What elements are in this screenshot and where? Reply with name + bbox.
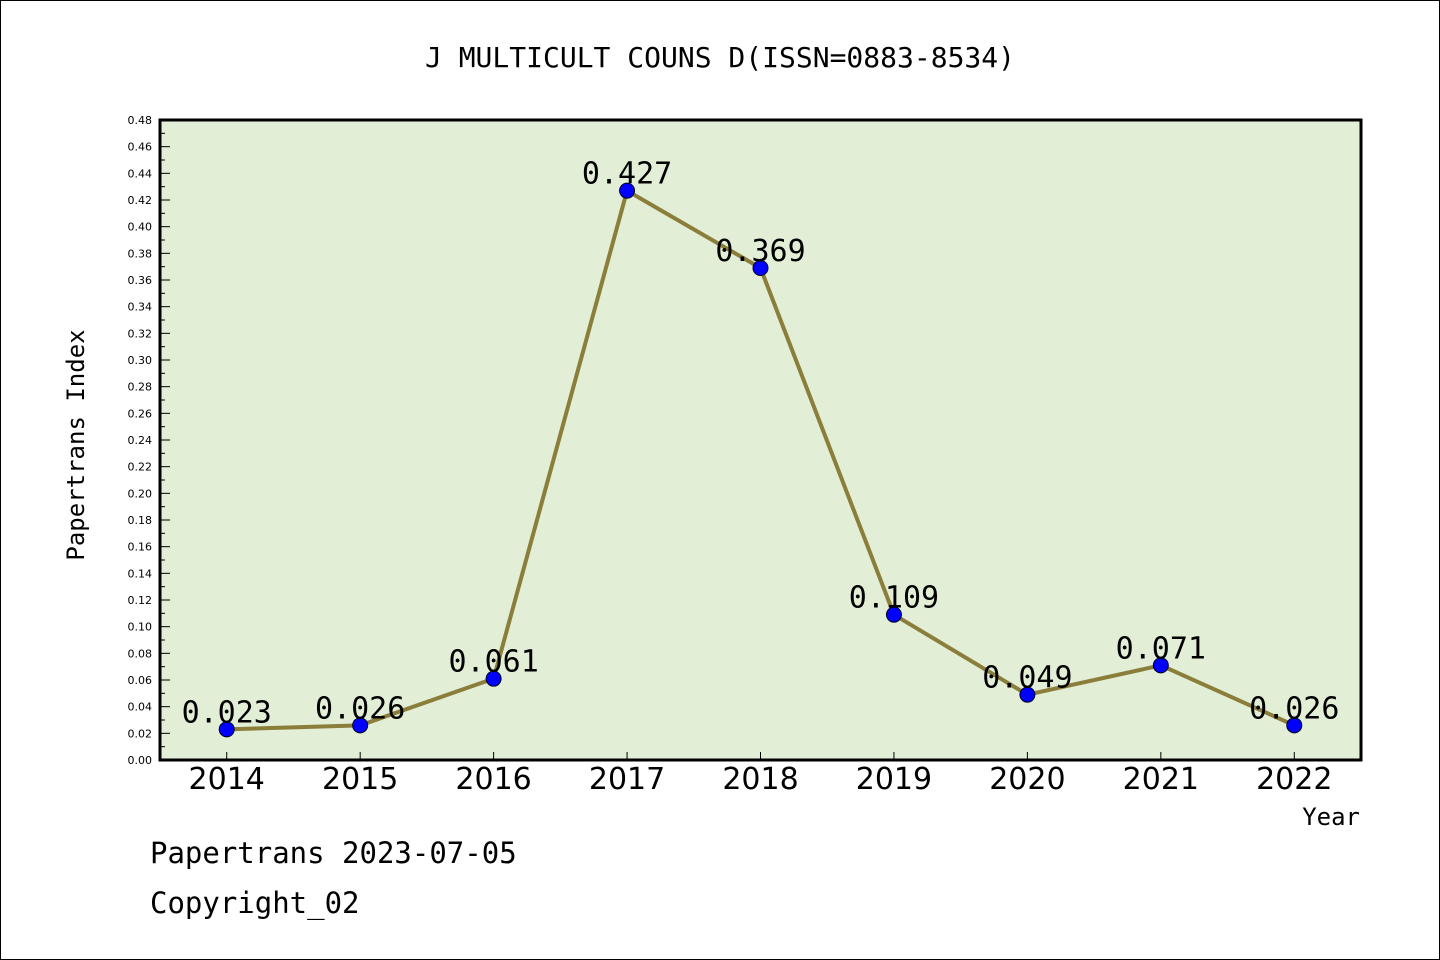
y-axis: 0.00 0.02 0.04 0.06 0.08 0.10 0.12 0.14 0.16 0.18…: [128, 114, 170, 767]
y-tick-label: 0.10: [128, 621, 153, 634]
data-point: [352, 717, 369, 734]
y-tick-label: 0.28: [128, 381, 153, 394]
y-tick-label: 0.20: [128, 487, 153, 500]
x-tick-label: 2015: [322, 762, 398, 797]
plot-area: [158, 118, 1363, 762]
data-label: 0.049: [982, 661, 1072, 696]
y-tick-label: 0.22: [128, 461, 153, 474]
x-tick-label: 2018: [722, 762, 798, 797]
y-tick-label: 0.32: [128, 327, 153, 340]
y-tick-label: 0.06: [128, 674, 153, 687]
y-tick-label: 0.16: [128, 541, 153, 554]
y-tick-label: 0.36: [128, 274, 153, 287]
y-tick-label: 0.26: [128, 407, 153, 420]
y-axis-label: Papertrans Index: [62, 329, 90, 560]
y-tick-label: 0.14: [128, 567, 153, 580]
footer-copyright-text: Copyright_02: [150, 886, 360, 921]
y-tick-label: 0.08: [128, 647, 153, 660]
data-label: 0.023: [182, 695, 272, 730]
data-label: 0.026: [1249, 691, 1339, 726]
y-tick-label: 0.12: [128, 594, 153, 607]
x-tick-label: 2016: [455, 762, 531, 797]
y-tick-label: 0.46: [128, 141, 153, 154]
data-labels: 0.023 0.026 0.061 0.427 0.369 0.109 0.049 0.071…: [182, 157, 1340, 731]
y-tick-label: 0.38: [128, 247, 153, 260]
y-tick-label: 0.30: [128, 354, 153, 367]
x-tick-label: 2017: [589, 762, 665, 797]
x-tick-label: 2014: [189, 762, 265, 797]
x-tick-label: 2019: [856, 762, 932, 797]
y-tick-label: 0.00: [128, 754, 153, 767]
data-label: 0.061: [448, 645, 538, 680]
chart-title: J MULTICULT COUNS D(ISSN=0883-8534): [425, 41, 1015, 74]
data-markers: [218, 182, 1303, 738]
data-label: 0.071: [1116, 631, 1206, 666]
data-point: [485, 670, 502, 687]
footer-date-text: Papertrans 2023-07-05: [150, 836, 517, 870]
data-label: 0.427: [582, 157, 672, 192]
x-axis-label: Year: [1302, 803, 1360, 831]
data-point: [1019, 686, 1036, 703]
y-tick-label: 0.02: [128, 727, 153, 740]
y-tick-label: 0.24: [128, 434, 153, 447]
x-tick-label: 2020: [989, 762, 1065, 797]
x-tick-label: 2022: [1256, 762, 1332, 797]
y-tick-label: 0.40: [128, 221, 153, 234]
data-point: [1286, 717, 1303, 734]
x-axis: 2014 2015 2016 2017 2018 2019 2020 2021 2022: [189, 752, 1332, 797]
data-label: 0.109: [849, 581, 939, 616]
y-tick-label: 0.18: [128, 514, 153, 527]
y-tick-label: 0.34: [128, 301, 153, 314]
data-point: [885, 606, 902, 623]
data-label: 0.369: [715, 234, 805, 269]
y-tick-label: 0.04: [128, 701, 153, 714]
x-tick-label: 2021: [1123, 762, 1199, 797]
data-point: [619, 182, 636, 199]
data-point: [752, 260, 769, 276]
data-point: [1152, 657, 1169, 674]
y-tick-label: 0.42: [128, 194, 153, 207]
data-label: 0.026: [315, 691, 405, 726]
data-point: [218, 721, 235, 738]
y-tick-label: 0.48: [128, 114, 153, 127]
y-tick-label: 0.44: [128, 167, 153, 180]
